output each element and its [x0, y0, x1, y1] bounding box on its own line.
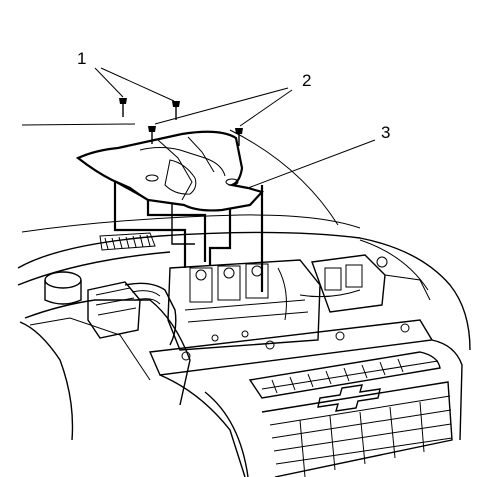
- bolt-group-1: [119, 98, 180, 120]
- callout-1: 1: [77, 49, 86, 68]
- engine-cover: [75, 130, 265, 212]
- engine-bay: [24, 254, 434, 406]
- front-fascia: [19, 321, 463, 477]
- bolt-icon: [235, 128, 243, 146]
- leader-lines: [94, 67, 376, 189]
- callout-2: 2: [302, 71, 311, 90]
- fender-outline: [17, 231, 471, 351]
- callout-3: 3: [381, 123, 390, 142]
- bolt-icon: [119, 98, 127, 117]
- bolt-group-2: [148, 126, 243, 146]
- cowl-grille: [99, 232, 156, 251]
- bolt-icon: [148, 126, 156, 144]
